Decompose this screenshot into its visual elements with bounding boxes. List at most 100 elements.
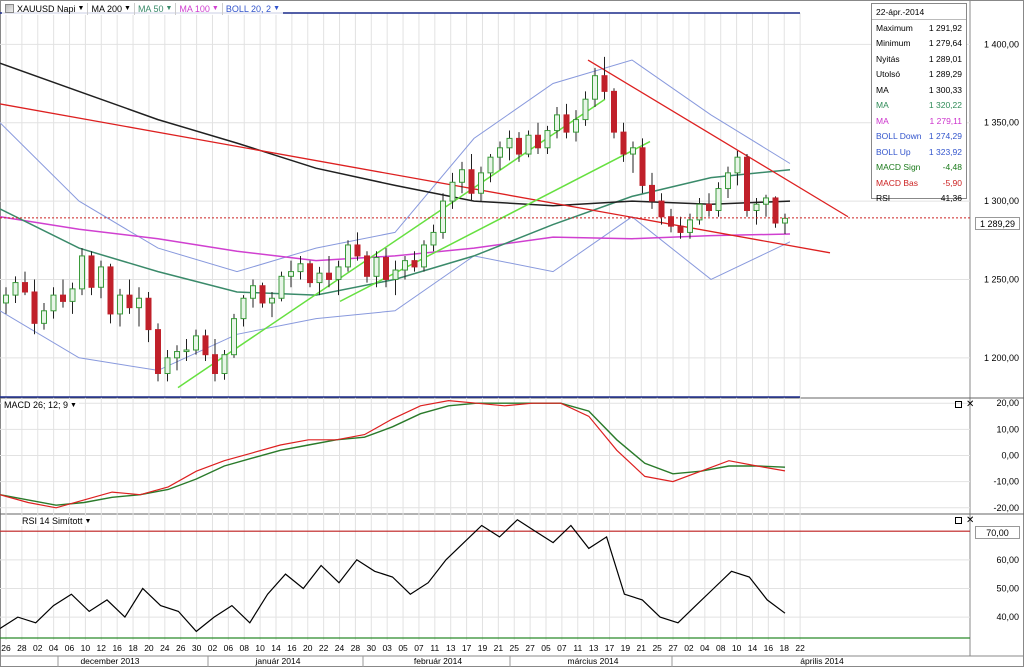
day-tick-label: 24 — [335, 643, 345, 653]
ma200-selector[interactable]: MA 200 ▼ — [88, 2, 135, 15]
ma100-selector[interactable]: MA 100 ▼ — [176, 2, 223, 15]
caret-down-icon: ▼ — [124, 5, 131, 12]
data-window-row-value: 1 291,92 — [928, 22, 962, 33]
symbol-label: XAUUSD Napi — [17, 3, 76, 14]
maximize-icon[interactable] — [955, 401, 962, 408]
candle-body — [516, 137, 522, 155]
candle-body — [31, 291, 38, 324]
bollinger-upper-line — [0, 59, 791, 273]
data-window-row-label: MACD Sign — [876, 162, 921, 173]
candle-body — [487, 156, 494, 174]
day-tick-label: 21 — [494, 643, 504, 653]
candle-body — [126, 294, 133, 309]
month-label: december 2013 — [80, 656, 139, 666]
data-window-row-value: 1 323,92 — [928, 146, 962, 157]
day-tick-label: 13 — [446, 643, 456, 653]
boll-selector[interactable]: BOLL 20, 2 ▼ — [223, 3, 283, 15]
month-label: február 2014 — [414, 656, 462, 666]
symbol-selector[interactable]: XAUUSD Napi ▼ — [2, 2, 89, 15]
candle-body — [392, 269, 399, 280]
data-window-row-label: BOLL Down — [876, 131, 922, 142]
candle-body — [183, 349, 190, 353]
data-window-row-value: 1 289,01 — [928, 53, 962, 64]
short-resistance-trendline — [587, 59, 849, 218]
close-icon[interactable]: ✕ — [966, 515, 975, 526]
boll-label: BOLL 20, 2 — [225, 3, 272, 14]
day-tick-label: 19 — [621, 643, 631, 653]
ma50-label: MA 50 — [137, 3, 164, 14]
rsi-tick-label: 50,00 — [996, 583, 1019, 593]
candle-body — [763, 197, 769, 205]
candle-body — [753, 203, 760, 211]
candle-body — [411, 260, 418, 268]
maximize-icon[interactable] — [955, 517, 962, 524]
rsi-panel-label[interactable]: RSI 14 Simított ▼ — [20, 516, 94, 526]
data-window-row: MA 1 320,22 — [872, 98, 966, 114]
candle-body — [288, 271, 294, 277]
close-icon[interactable]: ✕ — [966, 399, 975, 410]
data-window-row: Utolsó 1 289,29 — [872, 67, 966, 83]
candle-body — [250, 285, 256, 299]
data-window-row-label: BOLL Up — [876, 146, 911, 157]
candle-body — [145, 297, 152, 331]
day-tick-label: 28 — [17, 643, 27, 653]
candle-body — [98, 266, 104, 288]
candle-body — [668, 216, 674, 227]
rsi-tick-label: 60,00 — [996, 555, 1019, 565]
macd-signal-line — [0, 402, 786, 506]
candle-body — [364, 255, 370, 277]
candle-body — [744, 156, 750, 211]
day-tick-label: 07 — [414, 643, 424, 653]
rsi-line — [0, 518, 786, 633]
candle-body — [706, 203, 712, 211]
candle-body — [316, 272, 323, 284]
candle-body — [620, 131, 627, 155]
day-tick-label: 14 — [748, 643, 758, 653]
day-tick-label: 16 — [112, 643, 122, 653]
day-tick-label: 17 — [605, 643, 615, 653]
price-tick-label: 1 350,00 — [984, 118, 1019, 128]
day-tick-label: 02 — [684, 643, 694, 653]
day-tick-label: 24 — [160, 643, 170, 653]
day-tick-label: 25 — [652, 643, 662, 653]
macd-panel-label[interactable]: MACD 26; 12; 9 ▼ — [2, 400, 79, 410]
candle-body — [259, 285, 266, 304]
candle-body — [136, 297, 142, 309]
candle-body — [582, 98, 589, 121]
day-tick-label: 14 — [271, 643, 281, 653]
day-tick-label: 08 — [240, 643, 250, 653]
indicator-toolbar: XAUUSD Napi ▼ MA 200 ▼ MA 50 ▼ MA 100 ▼ … — [2, 2, 283, 15]
data-window-row-label: Minimum — [876, 38, 911, 49]
macd-label-text: MACD 26; 12; 9 — [4, 400, 69, 410]
day-tick-label: 07 — [557, 643, 567, 653]
support-trendline-steep — [177, 98, 606, 389]
caret-down-icon: ▼ — [165, 5, 173, 12]
candle-body — [69, 288, 76, 302]
candle-body — [193, 335, 199, 351]
data-window-row-label: MA — [876, 100, 889, 111]
candle-body — [601, 75, 608, 92]
macd-tick-label: 20,00 — [996, 398, 1019, 408]
candle-body — [563, 114, 570, 133]
ma50-selector[interactable]: MA 50 ▼ — [135, 2, 177, 15]
data-window-row-label: MACD Bas — [876, 177, 919, 188]
candle-body — [12, 282, 19, 296]
candle-body — [22, 282, 28, 293]
candle-body — [649, 184, 655, 202]
candle-body — [459, 169, 465, 183]
day-tick-label: 02 — [33, 643, 43, 653]
candle-body — [60, 294, 66, 302]
caret-down-icon: ▼ — [84, 517, 92, 525]
day-tick-label: 13 — [589, 643, 599, 653]
rsi-level-tag: 70,00 — [975, 526, 1020, 539]
day-tick-label: 02 — [208, 643, 218, 653]
day-tick-label: 20 — [144, 643, 154, 653]
candle-body — [497, 147, 503, 158]
ma200-line — [0, 62, 791, 207]
candle-body — [658, 200, 665, 218]
data-window-row-value: 1 300,33 — [928, 84, 962, 95]
rsi-panel-controls: ✕ — [955, 515, 975, 526]
data-window-row: RSI 41,36 — [872, 191, 966, 207]
candle-body — [525, 134, 532, 155]
data-window-row-value: 1 279,11 — [929, 115, 962, 126]
